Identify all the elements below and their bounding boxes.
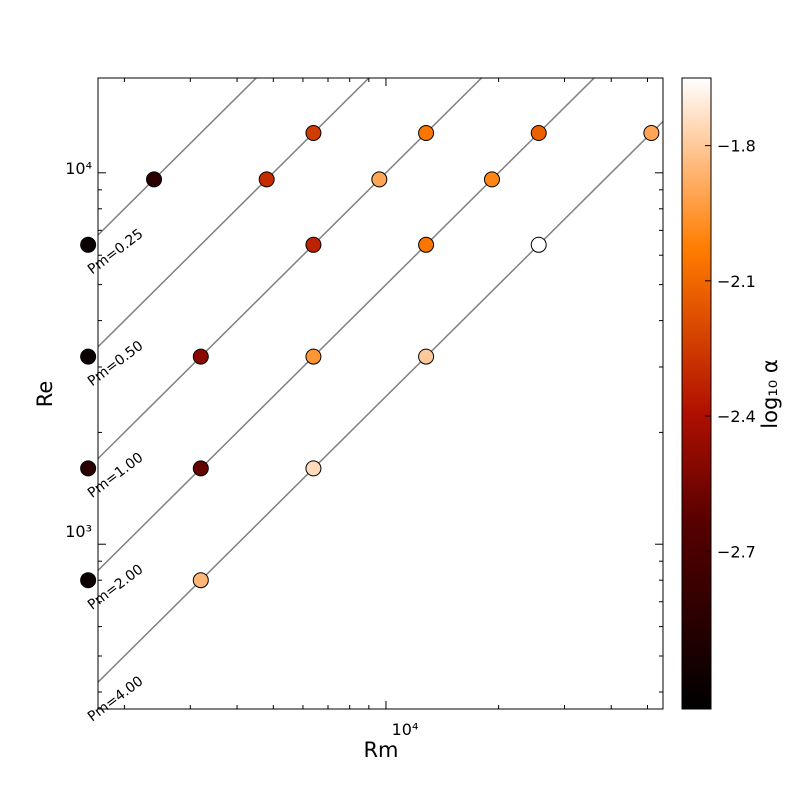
- data-point: [305, 460, 322, 477]
- data-point: [80, 460, 97, 477]
- data-point: [80, 348, 97, 365]
- colorbar-tick-label: −2.4: [717, 407, 756, 426]
- data-point: [530, 236, 547, 253]
- colorbar-tick-label: −2.1: [717, 272, 756, 291]
- data-point: [258, 171, 275, 188]
- data-point: [530, 124, 547, 141]
- x-tick-label-1e4: 10⁴: [392, 720, 419, 739]
- data-point: [483, 171, 500, 188]
- pm-line: [98, 78, 596, 572]
- pm-line: [98, 78, 258, 237]
- data-point: [305, 236, 322, 253]
- data-point: [192, 348, 209, 365]
- data-points: [80, 124, 660, 589]
- data-point: [418, 124, 435, 141]
- data-point: [192, 460, 209, 477]
- data-point: [418, 348, 435, 365]
- data-point: [305, 124, 322, 141]
- x-axis-label: Rm: [363, 738, 398, 762]
- data-point: [80, 236, 97, 253]
- colorbar-tick-label: −2.7: [717, 542, 756, 561]
- data-point: [146, 171, 163, 188]
- plot-frame: [97, 77, 664, 710]
- colorbar-label: log₁₀ α: [758, 359, 782, 428]
- pm-labels: Pm=0.25 Pm=0.50 Pm=1.00 Pm=2.00 Pm=4.00: [85, 226, 147, 725]
- pm-line-label: Pm=2.00: [85, 562, 147, 614]
- data-point: [643, 124, 660, 141]
- pm-line-label: Pm=0.25: [85, 226, 147, 278]
- data-point: [192, 572, 209, 589]
- data-point: [305, 348, 322, 365]
- pm-line: [98, 78, 483, 460]
- colorbar-tick-label: −1.8: [717, 137, 756, 156]
- y-tick-label-1e3: 10³: [65, 522, 92, 541]
- pm-line: [98, 120, 663, 684]
- pm-line-label: Pm=4.00: [85, 673, 147, 725]
- pm-line-label: Pm=0.50: [85, 338, 147, 390]
- pm-line-label: Pm=1.00: [85, 450, 147, 502]
- pm-lines: [98, 78, 663, 684]
- y-axis-label: Re: [33, 381, 57, 408]
- pm-line: [98, 78, 370, 348]
- axis-ticks: [98, 78, 663, 709]
- colorbar: [681, 77, 712, 710]
- y-tick-label-1e4: 10⁴: [65, 159, 92, 178]
- data-point: [80, 572, 97, 589]
- colorbar-ticks: −1.8 −2.1 −2.4 −2.7: [705, 137, 756, 561]
- data-point: [371, 171, 388, 188]
- data-point: [418, 236, 435, 253]
